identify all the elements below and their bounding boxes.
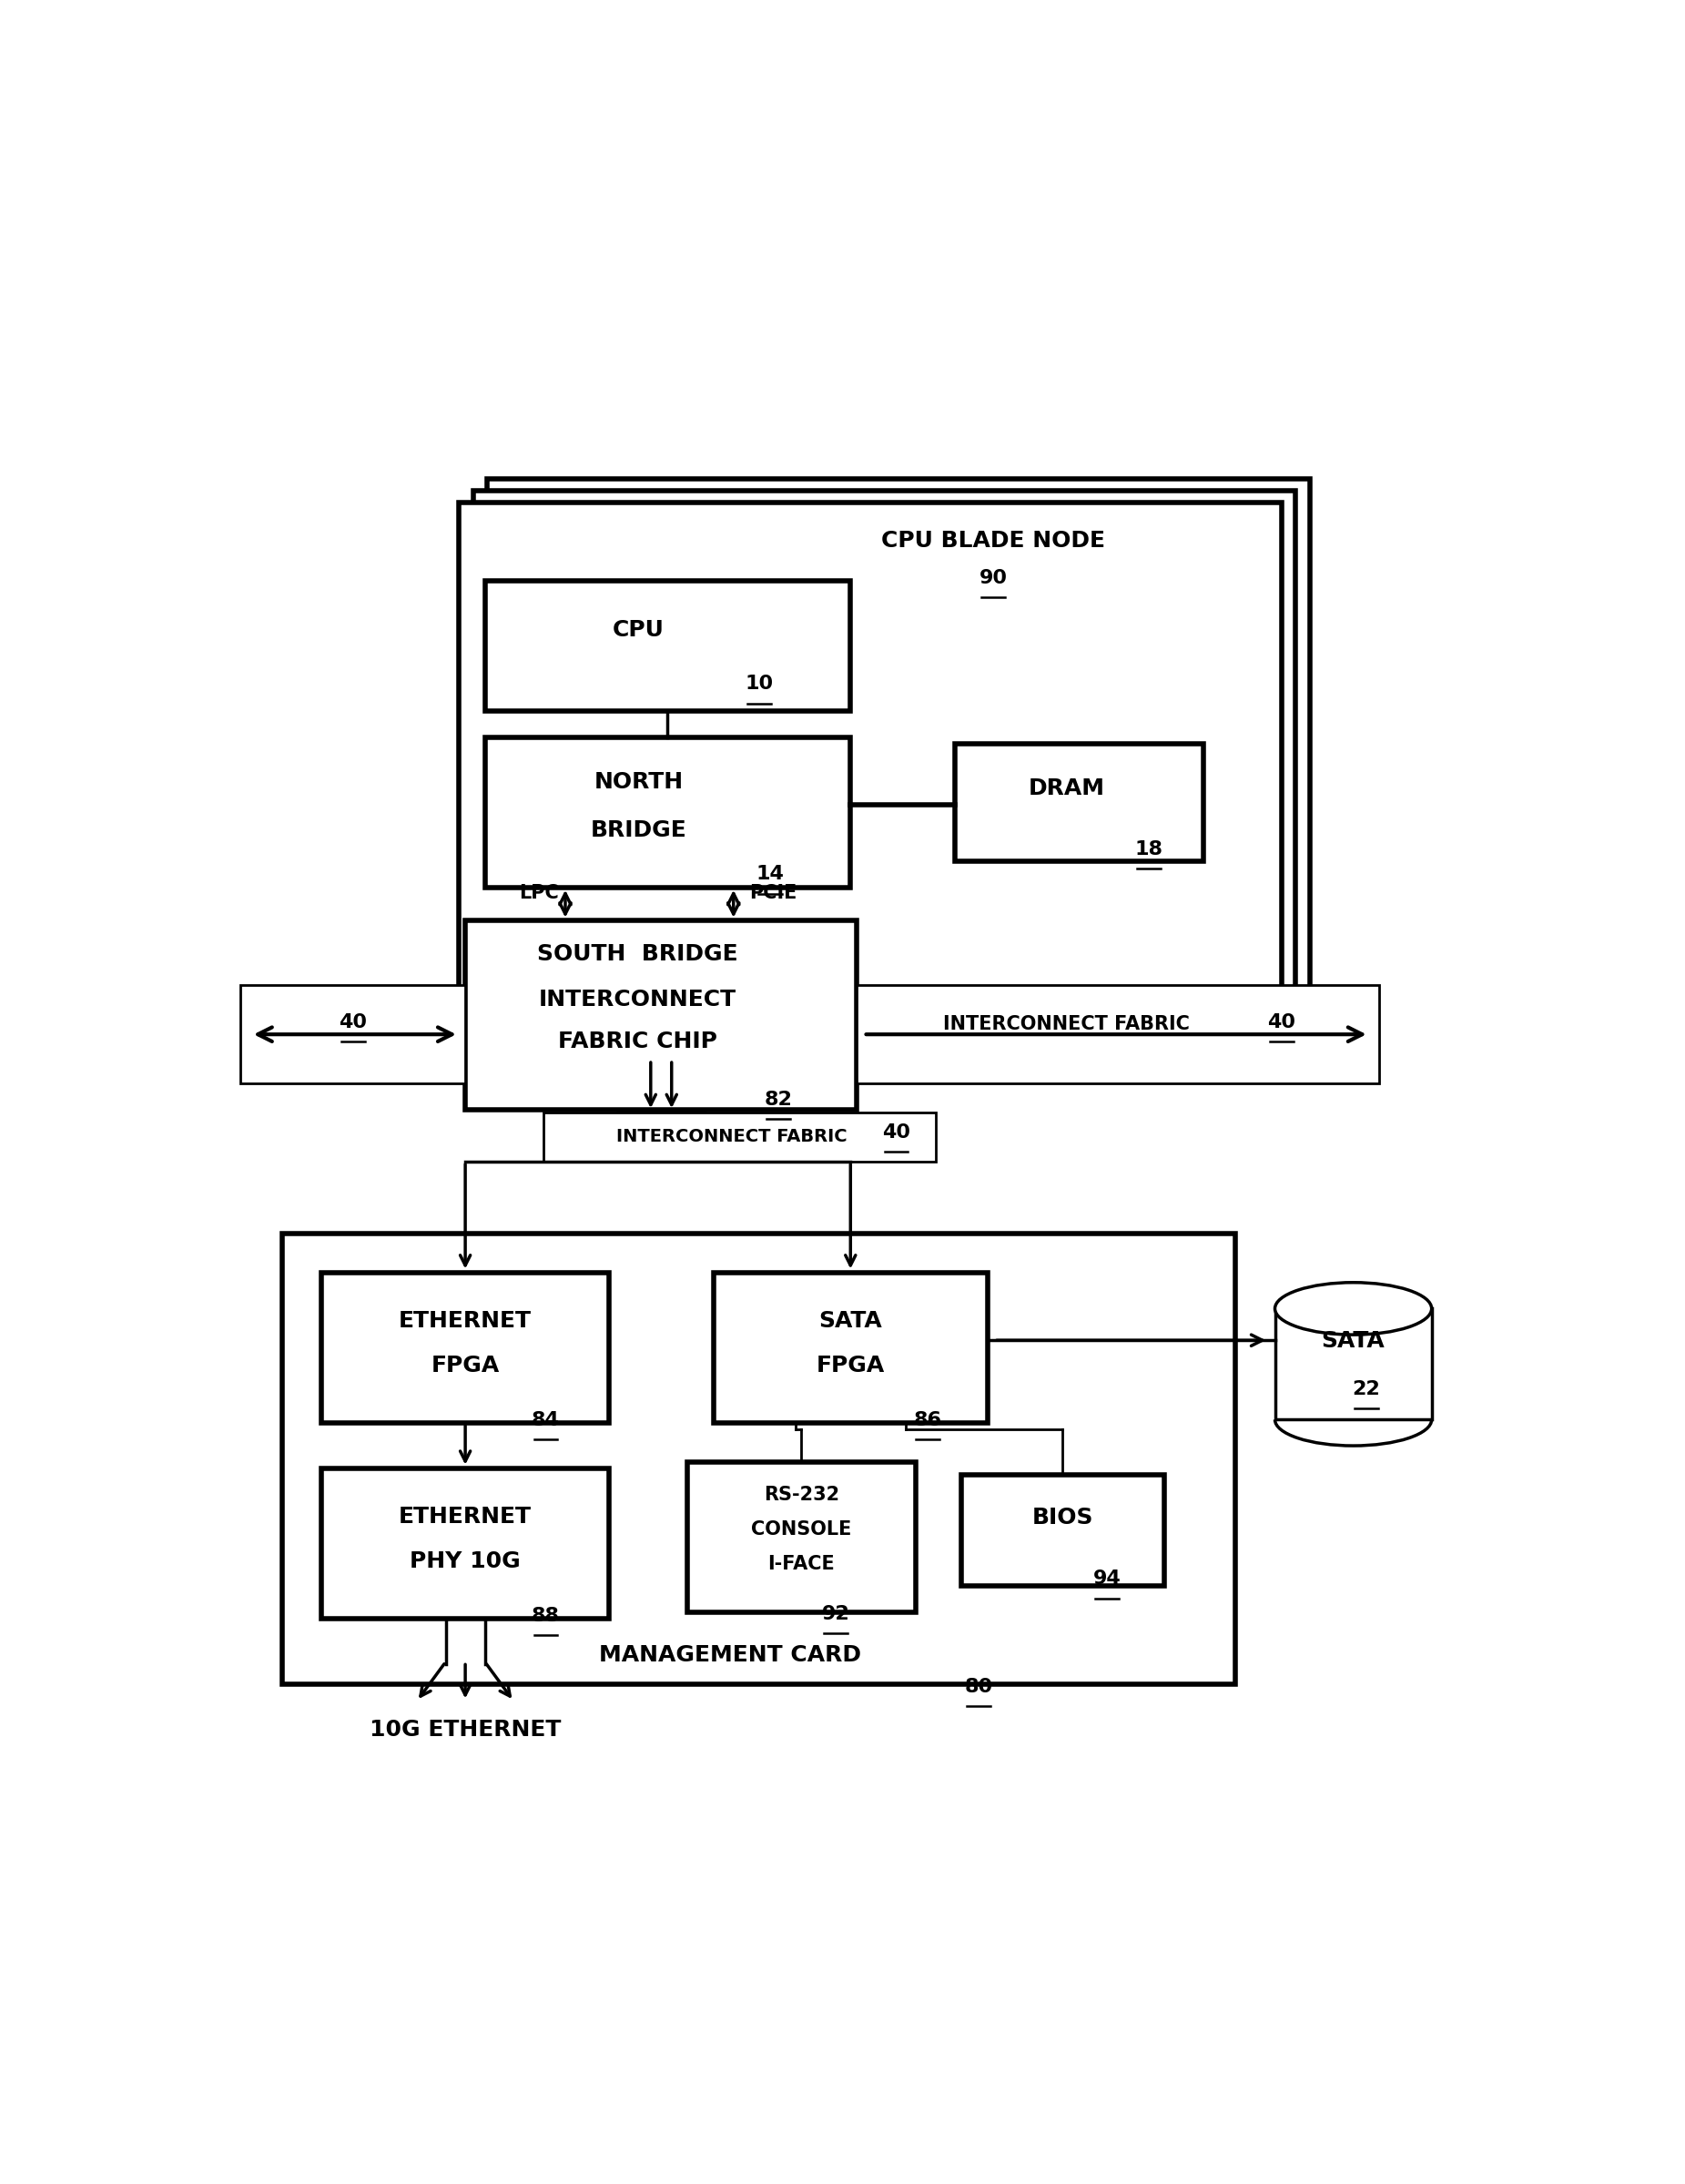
Text: 84: 84: [532, 1411, 559, 1428]
Bar: [962, 1474, 1164, 1586]
Text: MANAGEMENT CARD: MANAGEMENT CARD: [600, 1645, 861, 1666]
Text: INTERCONNECT FABRIC: INTERCONNECT FABRIC: [942, 1016, 1190, 1033]
Text: INTERCONNECT FABRIC: INTERCONNECT FABRIC: [617, 1129, 848, 1147]
Text: BRIDGE: BRIDGE: [590, 819, 686, 841]
Ellipse shape: [1276, 1282, 1432, 1334]
Text: 90: 90: [979, 568, 1008, 587]
Text: NORTH: NORTH: [593, 771, 682, 793]
Text: 40: 40: [883, 1123, 910, 1142]
Bar: [458, 502, 1282, 1057]
Text: 80: 80: [964, 1677, 992, 1695]
Bar: [465, 919, 858, 1109]
Text: SATA: SATA: [1321, 1330, 1385, 1352]
Text: SOUTH  BRIDGE: SOUTH BRIDGE: [538, 943, 738, 965]
Text: PHY 10G: PHY 10G: [409, 1551, 521, 1572]
Text: PCIE: PCIE: [750, 885, 797, 902]
Bar: [322, 1273, 608, 1424]
Text: ETHERNET: ETHERNET: [399, 1505, 532, 1527]
Text: FPGA: FPGA: [431, 1354, 499, 1376]
Bar: [687, 1461, 917, 1612]
Text: ETHERNET: ETHERNET: [399, 1310, 532, 1332]
Text: FPGA: FPGA: [816, 1354, 885, 1376]
Text: FABRIC CHIP: FABRIC CHIP: [558, 1031, 718, 1053]
Text: RS-232: RS-232: [763, 1485, 839, 1505]
Text: CONSOLE: CONSOLE: [752, 1520, 853, 1540]
Text: 40: 40: [1267, 1013, 1296, 1031]
Text: 88: 88: [531, 1607, 559, 1625]
Bar: [322, 1468, 608, 1618]
Text: 10: 10: [745, 675, 773, 692]
Text: CPU: CPU: [613, 620, 664, 642]
Text: 86: 86: [913, 1411, 942, 1428]
Bar: [241, 985, 465, 1083]
Bar: [858, 985, 1380, 1083]
Bar: [485, 738, 851, 887]
Bar: [283, 1234, 1235, 1684]
Bar: [485, 581, 851, 712]
Text: 82: 82: [765, 1090, 792, 1109]
Text: BIOS: BIOS: [1031, 1507, 1094, 1529]
Text: 18: 18: [1134, 841, 1163, 858]
Bar: [473, 491, 1296, 1046]
Text: INTERCONNECT: INTERCONNECT: [539, 989, 736, 1011]
Text: 92: 92: [822, 1605, 849, 1623]
Bar: [1276, 1308, 1432, 1420]
Bar: [487, 478, 1311, 1033]
Text: LPC: LPC: [519, 885, 559, 902]
Text: 10G ETHERNET: 10G ETHERNET: [369, 1719, 561, 1741]
Bar: [713, 1273, 987, 1424]
Bar: [955, 745, 1203, 860]
Text: 40: 40: [339, 1013, 367, 1031]
Text: I-FACE: I-FACE: [768, 1555, 836, 1572]
Text: SATA: SATA: [819, 1310, 883, 1332]
Text: 22: 22: [1353, 1380, 1380, 1398]
Text: DRAM: DRAM: [1028, 778, 1105, 799]
Text: 14: 14: [757, 865, 784, 882]
Bar: [544, 1112, 935, 1162]
Text: CPU BLADE NODE: CPU BLADE NODE: [881, 531, 1105, 553]
Text: 94: 94: [1094, 1570, 1121, 1588]
